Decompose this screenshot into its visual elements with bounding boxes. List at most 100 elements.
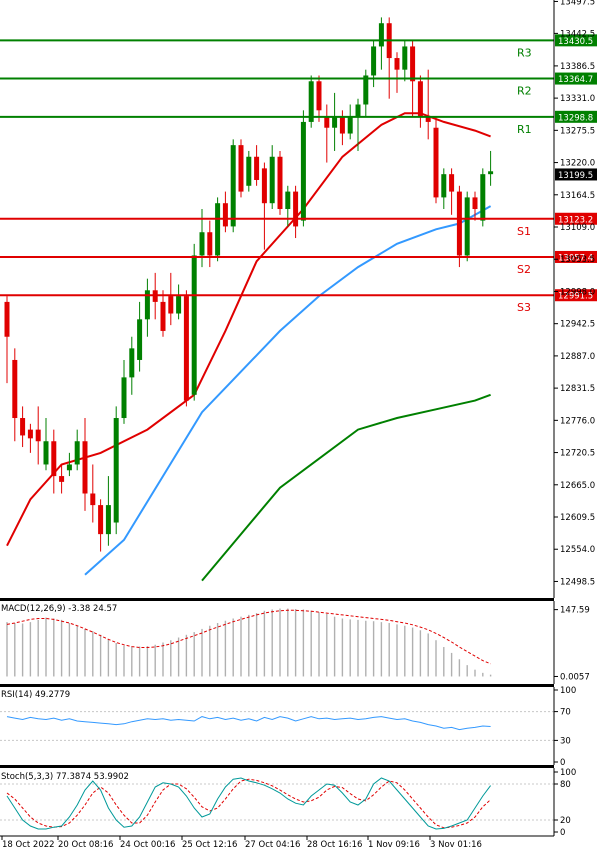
price-tick-label-11: 12887.0 bbox=[560, 352, 595, 362]
candle-body-32 bbox=[254, 156, 260, 180]
candle-body-52 bbox=[410, 46, 416, 82]
level-tag-S1 bbox=[555, 212, 597, 225]
level-name-R1: R1 bbox=[517, 123, 532, 136]
price-tick-label-9: 12998.0 bbox=[560, 287, 595, 297]
candle-body-59 bbox=[464, 197, 470, 256]
candle-body-30 bbox=[238, 145, 244, 192]
level-value-R3: 13430.5 bbox=[558, 37, 593, 47]
candle-10 bbox=[82, 418, 88, 511]
candle-9 bbox=[74, 429, 80, 471]
candle-27 bbox=[215, 197, 221, 262]
candle-26 bbox=[207, 220, 213, 268]
level-tag-R3 bbox=[555, 34, 597, 47]
candles bbox=[4, 17, 494, 552]
candle-body-18 bbox=[144, 290, 150, 320]
candle-46 bbox=[363, 69, 369, 117]
candle-body-43 bbox=[339, 116, 345, 134]
macd-tick-label-1: 0.0057 bbox=[560, 672, 590, 682]
candle-17 bbox=[137, 301, 143, 372]
candle-body-54 bbox=[425, 116, 431, 122]
stoch-title: Stoch(5,3,3) 77.3874 53.9902 bbox=[1, 772, 129, 782]
candle-28 bbox=[222, 191, 228, 233]
candle-39 bbox=[308, 75, 314, 128]
candle-body-7 bbox=[59, 476, 65, 482]
level-name-S1: S1 bbox=[517, 225, 531, 238]
candle-20 bbox=[160, 290, 166, 337]
candle-body-29 bbox=[230, 145, 236, 227]
level-tag-S2 bbox=[555, 250, 597, 263]
pivot-levels: R3 13430.5 R2 13364.7 R1 13298.8 S1 13123.2 S2 13… bbox=[0, 34, 597, 314]
candle-body-50 bbox=[394, 58, 400, 70]
candle-body-60 bbox=[472, 197, 478, 210]
price-tick-label-13: 12776.0 bbox=[560, 416, 595, 426]
candle-54 bbox=[425, 69, 431, 140]
level-name-S2: S2 bbox=[517, 263, 531, 276]
candle-32 bbox=[254, 145, 260, 186]
candle-61 bbox=[480, 168, 486, 227]
price-tick-label-14: 12720.5 bbox=[560, 449, 595, 459]
candle-body-45 bbox=[355, 104, 361, 117]
candle-body-1 bbox=[12, 359, 18, 419]
candle-body-35 bbox=[277, 156, 283, 210]
candle-body-51 bbox=[402, 46, 408, 70]
time-tick-label-6: 1 Nov 09:16 bbox=[368, 840, 420, 850]
candle-body-17 bbox=[137, 319, 143, 360]
candle-body-14 bbox=[113, 418, 119, 523]
rsi-tick-label-2: 30 bbox=[560, 736, 571, 746]
level-value-S3: 12991.5 bbox=[558, 292, 593, 302]
price-tick-label-7: 13109.0 bbox=[560, 223, 595, 233]
candle-body-33 bbox=[261, 168, 267, 204]
candle-body-5 bbox=[43, 441, 49, 465]
stoch-tick-label-3: 0 bbox=[560, 828, 565, 838]
price-tick-label-17: 12554.0 bbox=[560, 545, 595, 555]
candle-body-41 bbox=[324, 116, 330, 128]
candle-0 bbox=[4, 296, 10, 384]
candle-body-37 bbox=[293, 191, 299, 227]
candle-42 bbox=[332, 92, 338, 151]
candle-body-61 bbox=[480, 174, 486, 221]
time-tick-label-1: 20 Oct 08:16 bbox=[58, 840, 113, 850]
candle-13 bbox=[105, 476, 111, 546]
candle-body-47 bbox=[371, 46, 377, 76]
candle-body-12 bbox=[98, 505, 104, 535]
stoch-tick-label-1: 80 bbox=[560, 780, 571, 790]
rsi-panel: RSI(14) 49.2779 100 70 30 0 bbox=[0, 684, 576, 768]
candle-58 bbox=[456, 185, 462, 268]
candle-body-10 bbox=[82, 441, 88, 494]
candle-body-9 bbox=[74, 441, 80, 465]
candle-body-16 bbox=[129, 348, 135, 378]
moving-average-green bbox=[201, 393, 491, 582]
level-tag-R1 bbox=[555, 110, 597, 123]
macd-tick-label-0: 147.59 bbox=[560, 606, 590, 616]
candle-body-24 bbox=[191, 255, 197, 395]
candle-56 bbox=[441, 168, 447, 210]
candle-body-23 bbox=[183, 296, 189, 401]
stoch-k-line bbox=[6, 777, 492, 830]
candle-body-44 bbox=[347, 116, 353, 134]
price-tick-label-1: 13442.5 bbox=[560, 29, 595, 39]
price-tick-label-10: 12942.5 bbox=[560, 320, 595, 330]
candle-1 bbox=[12, 348, 18, 442]
moving-average-blue bbox=[84, 205, 492, 576]
candle-8 bbox=[66, 452, 72, 477]
candle-35 bbox=[277, 150, 283, 215]
macd-signal-line bbox=[6, 609, 491, 665]
candle-41 bbox=[324, 104, 330, 163]
candle-15 bbox=[121, 359, 127, 424]
price-axis: 13497.5 13442.5 13386.5 13331.0 13275.5 13220… bbox=[554, 0, 595, 587]
candle-44 bbox=[347, 104, 353, 140]
candle-body-31 bbox=[246, 156, 252, 186]
candle-body-2 bbox=[20, 418, 26, 436]
candle-body-26 bbox=[207, 232, 213, 256]
price-tick-label-16: 12609.5 bbox=[560, 513, 595, 523]
candle-21 bbox=[168, 272, 174, 326]
time-tick-label-3: 25 Oct 12:16 bbox=[182, 840, 237, 850]
level-tag-R2 bbox=[555, 72, 597, 85]
candle-51 bbox=[402, 40, 408, 82]
candle-body-11 bbox=[90, 493, 96, 506]
price-tick-label-18: 12498.5 bbox=[560, 577, 595, 587]
stoch-tick-label-0: 100 bbox=[560, 768, 576, 778]
rsi-tick-label-1: 70 bbox=[560, 708, 571, 718]
candle-7 bbox=[59, 464, 65, 494]
